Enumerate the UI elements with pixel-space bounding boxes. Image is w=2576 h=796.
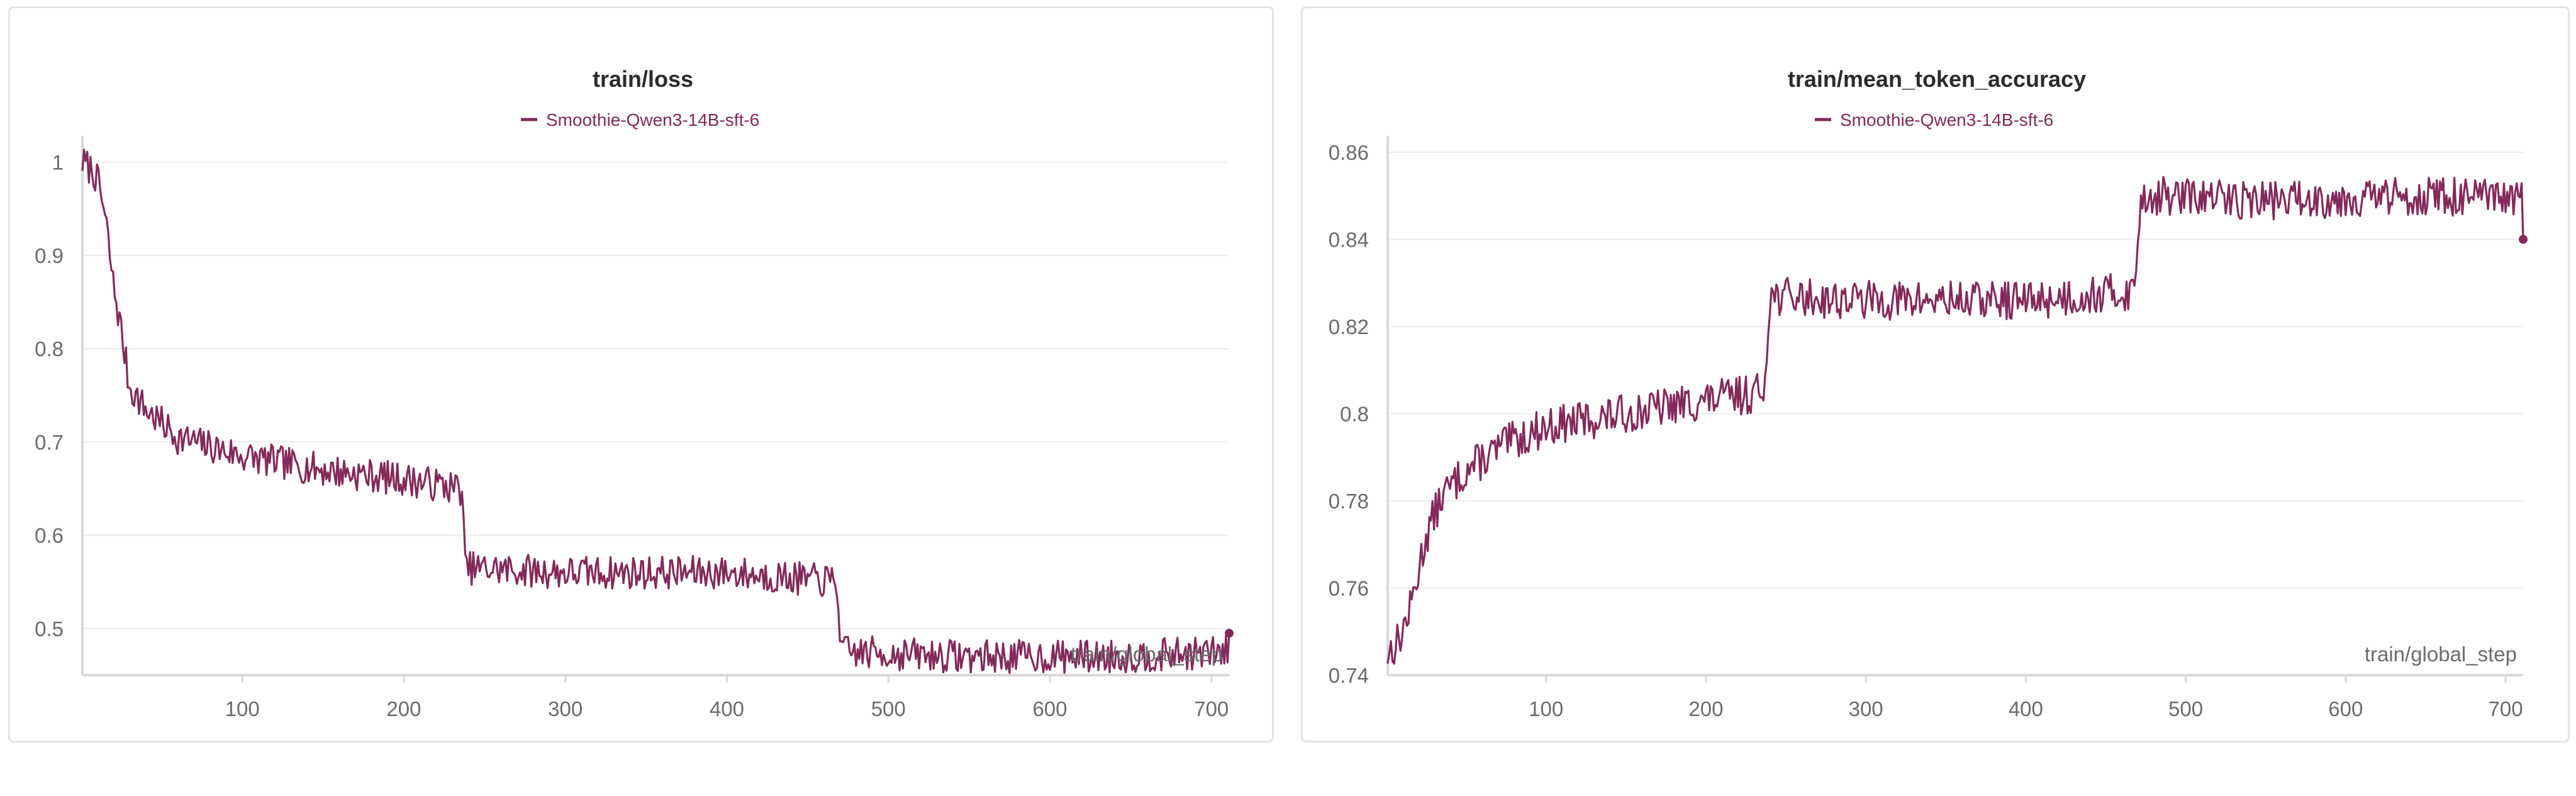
x-tick-label: 300	[1849, 697, 1883, 720]
y-tick-label: 0.82	[1329, 315, 1369, 339]
legend-label: Smoothie-Qwen3-14B-sft-6	[1840, 110, 2053, 130]
y-tick-label: 1	[52, 151, 64, 174]
x-tick-label: 100	[1529, 697, 1563, 720]
x-tick-label: 500	[871, 697, 906, 720]
y-tick-label: 0.6	[35, 524, 64, 547]
chart-panel-train-loss: train/loss Smoothie-Qwen3-14B-sft-6 0.5 0.6…	[8, 6, 1274, 743]
series-end-marker	[2519, 235, 2528, 244]
x-tick-label: 700	[1194, 697, 1229, 720]
y-tick-label: 0.8	[35, 337, 64, 361]
series-line-smoothie-qwen3-14b-sft-6	[1386, 176, 2524, 665]
x-tick-label: 200	[1688, 697, 1723, 720]
chart-panel-train-mean-token-accuracy: train/mean_token_accuracy Smoothie-Qwen3-…	[1301, 6, 2570, 743]
y-tick-label: 0.74	[1329, 664, 1369, 687]
x-axis-label: train/global_step	[2365, 642, 2517, 666]
train-loss-chart: train/loss Smoothie-Qwen3-14B-sft-6 0.5 0.6…	[35, 66, 1234, 720]
x-tick-label: 100	[225, 697, 260, 720]
y-tick-label: 0.84	[1329, 228, 1369, 251]
chart-title: train/mean_token_accuracy	[1788, 66, 2086, 92]
series-line-smoothie-qwen3-14b-sft-6	[81, 149, 1230, 675]
x-tick-label: 400	[2009, 697, 2043, 720]
y-tick-label: 0.9	[35, 244, 64, 267]
x-tick-label: 500	[2168, 697, 2203, 720]
x-tick-label: 600	[2328, 697, 2363, 720]
x-tick-label: 600	[1032, 697, 1067, 720]
series-end-marker	[1225, 629, 1234, 638]
y-tick-label: 0.8	[1340, 402, 1369, 425]
chart-title: train/loss	[593, 66, 693, 92]
y-tick-label: 0.7	[35, 430, 64, 454]
y-tick-label: 0.86	[1329, 141, 1369, 164]
y-tick-label: 0.76	[1329, 576, 1369, 600]
x-tick-label: 400	[710, 697, 744, 720]
y-tick-label: 0.5	[35, 617, 64, 641]
x-axis-label: train/global_step	[1071, 642, 1223, 666]
y-tick-label: 0.78	[1329, 490, 1369, 513]
x-tick-label: 300	[548, 697, 583, 720]
train-mean-token-accuracy-chart: train/mean_token_accuracy Smoothie-Qwen3-…	[1329, 66, 2528, 720]
x-tick-label: 200	[386, 697, 421, 720]
x-tick-label: 700	[2489, 697, 2523, 720]
legend-label: Smoothie-Qwen3-14B-sft-6	[546, 110, 759, 130]
